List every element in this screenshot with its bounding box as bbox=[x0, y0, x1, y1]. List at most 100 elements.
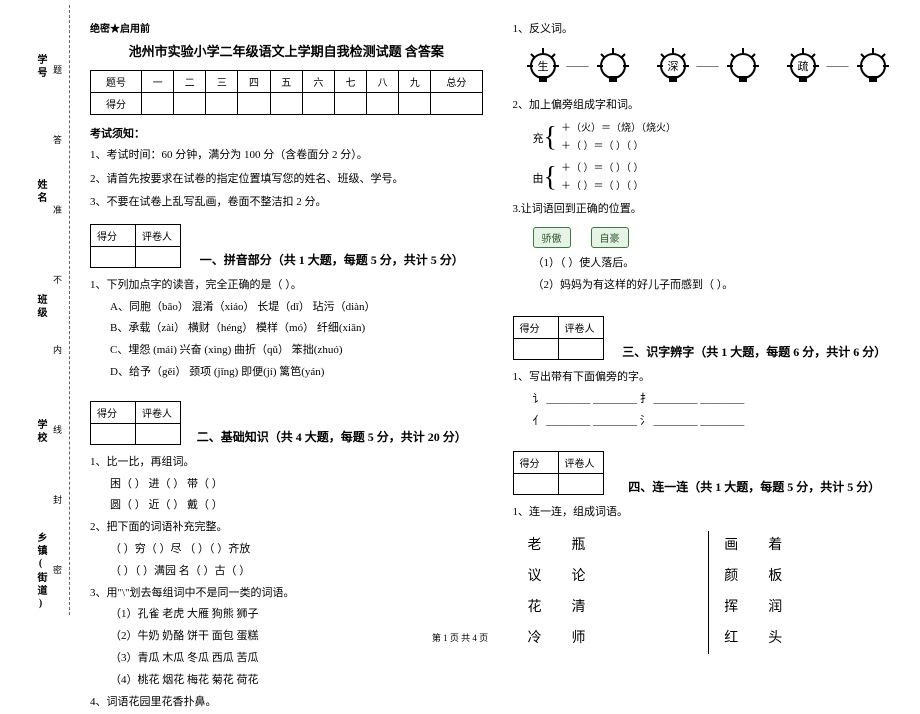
section2-row: 得分评卷人 二、基础知识（共 4 大题，每题 5 分，共计 20 分） bbox=[90, 395, 483, 445]
th-0: 题号 bbox=[91, 71, 142, 93]
seal-char-6: 答 bbox=[51, 135, 64, 150]
q2-t1: 1、比一比，再组词。 bbox=[90, 453, 483, 473]
scorebox-1: 得分评卷人 bbox=[90, 224, 181, 268]
ml-b1: 论 bbox=[572, 562, 586, 593]
section4-row: 得分评卷人 四、连一连（共 1 大题，每题 5 分，共计 5 分） bbox=[513, 445, 906, 495]
mr-b1: 板 bbox=[768, 562, 782, 593]
seal-char-0: 密 bbox=[51, 565, 64, 580]
r-t3: 3.让词语回到正确的位置。 bbox=[513, 200, 906, 220]
sb3-c1: 得分 bbox=[513, 316, 558, 338]
scorebox-4: 得分评卷人 bbox=[513, 451, 604, 495]
svg-text:疏: 疏 bbox=[797, 59, 808, 73]
exam-title: 池州市实验小学二年级语文上学期自我检测试题 含答案 bbox=[90, 41, 483, 60]
q1-stem: 1、下列加点字的读音，完全正确的是（ ）。 bbox=[90, 276, 483, 296]
bulb-icon-3: 疏 bbox=[783, 46, 823, 86]
sb1-c1: 得分 bbox=[91, 224, 136, 246]
q2-l2a: （ ）穷（ ）尽 （ ）（ ）齐放 bbox=[90, 540, 483, 560]
page-content: 绝密★启用前 池州市实验小学二年级语文上学期自我检测试题 含答案 题号 一 二 … bbox=[90, 20, 905, 714]
dash-3: —— bbox=[827, 60, 849, 72]
bulb-icon-1b bbox=[593, 46, 633, 86]
q2-l3a: （1）孔雀 老虎 大雁 狗熊 狮子 bbox=[90, 605, 483, 625]
th-4: 四 bbox=[238, 71, 270, 93]
th-10: 总分 bbox=[431, 71, 482, 93]
bulb-icon-2b bbox=[723, 46, 763, 86]
th-7: 七 bbox=[334, 71, 366, 93]
q2-l1a: 困（ ） 进（ ） 带（ ） bbox=[90, 475, 483, 495]
q2-l3d: （4）桃花 烟花 梅花 菊花 荷花 bbox=[90, 671, 483, 691]
brace2-l2: ＋（ ）＝（ ）（ ） bbox=[561, 178, 644, 196]
sb1-c2: 评卷人 bbox=[136, 224, 181, 246]
seal-char-2: 线 bbox=[51, 425, 64, 440]
scorebox-3: 得分评卷人 bbox=[513, 316, 604, 360]
q2-t4: 4、词语花园里花香扑鼻。 bbox=[90, 693, 483, 713]
brace1-label: 充 bbox=[533, 130, 544, 146]
side-label-id: 学号 bbox=[33, 54, 48, 80]
seal-char-7: 题 bbox=[51, 65, 64, 80]
q2-l1b: 圆（ ） 近（ ） 戴（ ） bbox=[90, 496, 483, 516]
brace1-l2: ＋（ ）＝（ ）（ ） bbox=[561, 138, 676, 156]
tag-row: 骄傲 自豪 bbox=[533, 227, 906, 248]
th-5: 五 bbox=[270, 71, 302, 93]
brace2-l1: ＋（ ）＝（ ）（ ） bbox=[561, 160, 644, 178]
q2-t2: 2、把下面的词语补充完整。 bbox=[90, 518, 483, 538]
q2-t3: 3、用"\"划去每组词中不是同一类的词语。 bbox=[90, 584, 483, 604]
binding-sidebar: 乡镇(街道) 学校 班级 姓名 学号 密 封 线 内 不 准 答 题 bbox=[10, 0, 70, 620]
dash-1: —— bbox=[567, 60, 589, 72]
sz-b: 亻 ________ ________ 氵 ________ ________ bbox=[513, 412, 906, 432]
q1-a: A、同胞（bāo） 混淆（xiáo） 长堤（dī） 玷污（diàn） bbox=[90, 298, 483, 318]
side-label-xiangzhen: 乡镇(街道) bbox=[33, 532, 48, 612]
right-column: 1、反义词。 生 —— 深 —— 疏 —— 2、加上偏旁组成字和词。 充 { ＋… bbox=[513, 20, 906, 714]
brace-icon: { bbox=[544, 164, 557, 192]
brace2-label: 由 bbox=[533, 170, 544, 186]
ml-a2: 花 bbox=[528, 593, 542, 624]
th-8: 八 bbox=[367, 71, 399, 93]
seal-char-5: 准 bbox=[51, 205, 64, 220]
sz-a: 讠 ________ ________ 扌 ________ ________ bbox=[513, 390, 906, 410]
ml-a0: 老 bbox=[528, 531, 542, 562]
sb4-c2: 评卷人 bbox=[558, 452, 603, 474]
bulb-icon-2: 深 bbox=[653, 46, 693, 86]
th-1: 一 bbox=[142, 71, 174, 93]
score-summary-table: 题号 一 二 三 四 五 六 七 八 九 总分 得分 bbox=[90, 70, 483, 115]
mr-a2: 挥 bbox=[724, 593, 738, 624]
ly-t: 1、连一连，组成词语。 bbox=[513, 503, 906, 523]
th-9: 九 bbox=[399, 71, 431, 93]
r-fill2: （2）妈妈为有这样的好儿子而感到（ ）。 bbox=[513, 276, 906, 296]
page-footer: 第 1 页 共 4 页 bbox=[0, 631, 920, 644]
brace-2: 由 { ＋（ ）＝（ ）（ ） ＋（ ）＝（ ）（ ） bbox=[533, 160, 906, 196]
brace1-l1: ＋（火）＝（烧）（烧火） bbox=[561, 120, 676, 138]
sb4-c1: 得分 bbox=[513, 452, 558, 474]
score-value-row: 得分 bbox=[91, 93, 483, 115]
seal-char-4: 不 bbox=[51, 275, 64, 290]
ml-b2: 清 bbox=[572, 593, 586, 624]
brace-1: 充 { ＋（火）＝（烧）（烧火） ＋（ ）＝（ ）（ ） bbox=[533, 120, 906, 156]
antonym-bulbs: 生 —— 深 —— 疏 —— bbox=[523, 46, 906, 86]
r-fill1: （1）（ ）使人落后。 bbox=[513, 254, 906, 274]
scorebox-2: 得分评卷人 bbox=[90, 401, 181, 445]
q2-l3c: （3）青瓜 木瓜 冬瓜 西瓜 苦瓜 bbox=[90, 649, 483, 669]
section1-title: 一、拼音部分（共 1 大题，每题 5 分，共计 5 分） bbox=[181, 251, 483, 268]
brace-icon: { bbox=[544, 124, 557, 152]
bulb-icon-3b bbox=[853, 46, 893, 86]
q1-d: D、给予（gěi） 颈项 (jǐng) 即便(jí) 篱笆(yán) bbox=[90, 363, 483, 383]
side-label-school: 学校 bbox=[33, 419, 48, 445]
seal-line bbox=[69, 5, 70, 615]
svg-text:深: 深 bbox=[667, 60, 678, 73]
section1-row: 得分评卷人 一、拼音部分（共 1 大题，每题 5 分，共计 5 分） bbox=[90, 218, 483, 268]
th-6: 六 bbox=[302, 71, 334, 93]
q1-b: B、承载（zài） 横财（héng） 模样（mó） 纤细(xiān) bbox=[90, 319, 483, 339]
mr-b0: 着 bbox=[768, 531, 782, 562]
sz-t: 1、写出带有下面偏旁的字。 bbox=[513, 368, 906, 388]
notice-title: 考试须知： bbox=[90, 125, 483, 141]
tag-jiaoa: 骄傲 bbox=[533, 227, 571, 248]
section3-row: 得分评卷人 三、识字辨字（共 1 大题，每题 6 分，共计 6 分） bbox=[513, 310, 906, 360]
q1-c: C、埋怨 (mái) 兴奋 (xìng) 曲折（qǔ） 笨拙(zhuó) bbox=[90, 341, 483, 361]
seal-char-3: 内 bbox=[51, 345, 64, 360]
section3-title: 三、识字辨字（共 1 大题，每题 6 分，共计 6 分） bbox=[604, 343, 906, 360]
th-3: 三 bbox=[206, 71, 238, 93]
side-label-class: 班级 bbox=[33, 294, 48, 320]
svg-text:生: 生 bbox=[537, 59, 548, 73]
confidential-label: 绝密★启用前 bbox=[90, 20, 483, 35]
dash-2: —— bbox=[697, 60, 719, 72]
ml-b0: 瓶 bbox=[572, 531, 586, 562]
